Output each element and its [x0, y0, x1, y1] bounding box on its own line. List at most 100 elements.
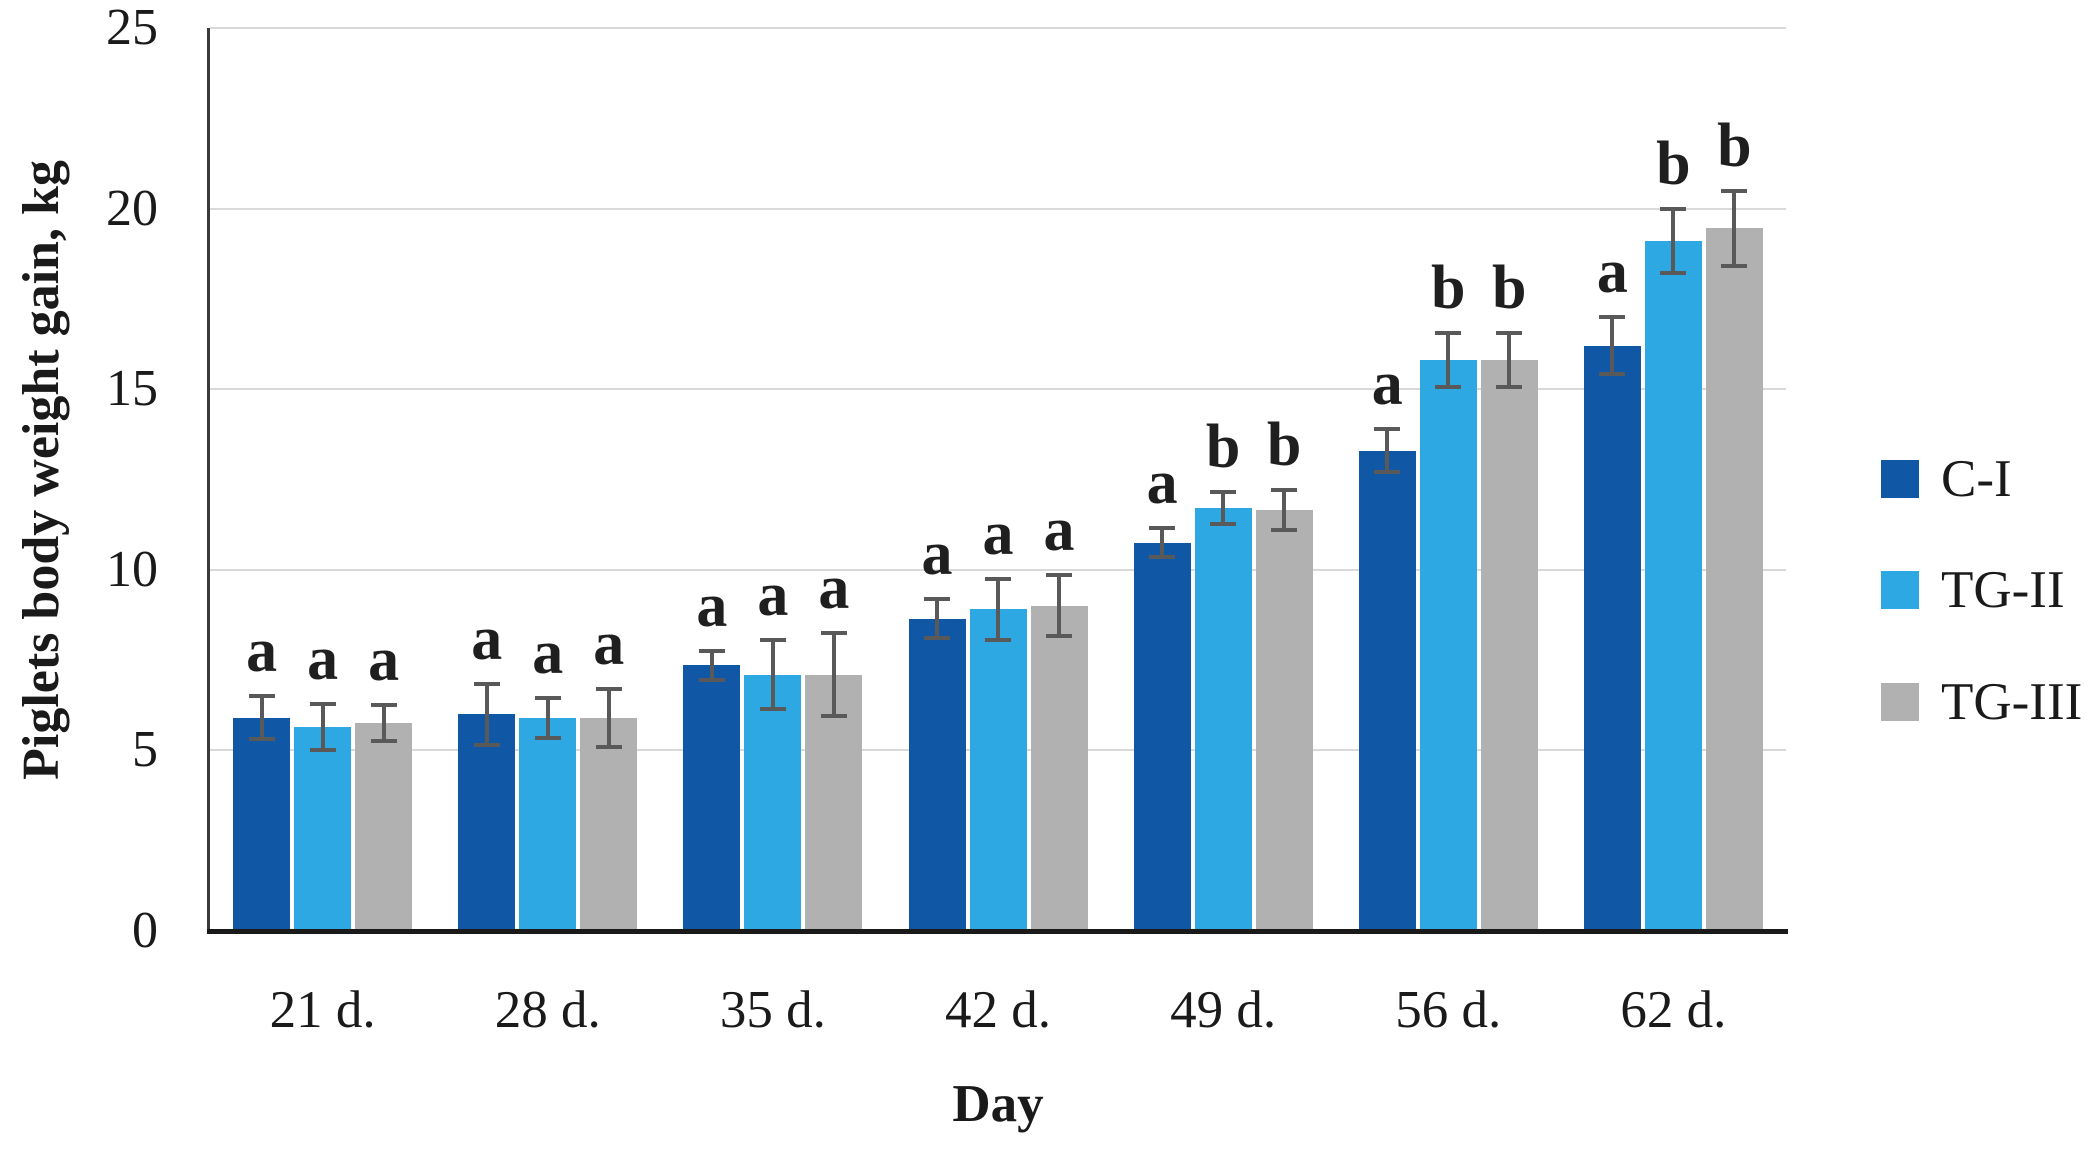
error-bar-cap-bottom: [1721, 264, 1748, 269]
error-bar-cap-bottom: [309, 748, 336, 753]
y-tick-label: 15: [106, 360, 158, 418]
significance-letter: a: [982, 499, 1014, 568]
bar: [458, 714, 516, 931]
error-bar-cap-top: [1149, 526, 1176, 531]
error-bar-cap-top: [473, 681, 500, 686]
bar: [1480, 360, 1538, 931]
error-bar-cap-bottom: [1046, 634, 1072, 639]
significance-letter: b: [1717, 111, 1752, 180]
error-bar-cap-top: [309, 701, 336, 706]
error-bar-stem: [259, 694, 264, 742]
error-bar-stem: [1160, 526, 1165, 559]
error-bar-cap-top: [595, 687, 622, 692]
y-tick-label: 10: [106, 540, 158, 598]
significance-letter: b: [1205, 413, 1241, 482]
error-bar-stem: [1732, 188, 1737, 269]
x-tick-label: 42 d.: [945, 981, 1051, 1039]
error-bar-cap-top: [985, 576, 1011, 581]
error-bar-cap-top: [534, 696, 561, 701]
error-bar-stem: [1385, 427, 1390, 475]
x-tick-label: 21 d.: [269, 981, 376, 1039]
significance-letter: a: [532, 619, 564, 688]
legend-label-tg-iii: TG-III: [1941, 672, 2083, 731]
error-bar-stem: [606, 687, 611, 749]
legend-item-tg-ii: TG-II: [1881, 563, 2065, 616]
significance-letter: a: [307, 624, 339, 693]
bar: [908, 618, 966, 931]
error-bar-cap-top: [1660, 206, 1687, 211]
y-axis-line: [207, 27, 210, 931]
bar: [1255, 510, 1313, 931]
bar: [1583, 345, 1641, 931]
bar: [1705, 228, 1763, 931]
error-bar-cap-bottom: [759, 706, 786, 711]
bar: [1194, 508, 1252, 931]
bar: [1030, 605, 1088, 931]
significance-letter: a: [921, 519, 953, 588]
error-bar-cap-top: [1435, 331, 1462, 336]
error-bar-cap-top: [820, 631, 847, 636]
x-tick-label: 28 d.: [494, 981, 601, 1039]
legend-swatch-2: [1881, 683, 1919, 721]
error-bar-stem: [320, 701, 325, 753]
error-bar-cap-bottom: [595, 744, 622, 749]
error-bar-stem: [996, 576, 1000, 642]
y-tick-label: 20: [106, 179, 158, 237]
error-bar-cap-bottom: [1435, 385, 1462, 390]
error-bar-stem: [1446, 331, 1451, 390]
error-bar-cap-top: [698, 649, 725, 654]
significance-letter: a: [1371, 350, 1403, 419]
y-axis-title: Piglets body weight gain, kg: [13, 160, 70, 780]
bar: [1644, 241, 1702, 931]
significance-letter: b: [1266, 411, 1302, 480]
error-bar-cap-top: [759, 638, 786, 643]
legend-swatch-1: [1881, 571, 1919, 609]
significance-letter: a: [818, 554, 850, 623]
bar: [1133, 542, 1191, 931]
error-bar-cap-bottom: [820, 713, 847, 718]
legend-label-c-i: C-I: [1941, 449, 2012, 508]
error-bar-stem: [1671, 206, 1676, 276]
legend-label-tg-ii: TG-II: [1941, 560, 2065, 619]
significance-letter: b: [1492, 254, 1527, 323]
error-bar-cap-bottom: [1599, 372, 1626, 377]
significance-letter: a: [368, 626, 400, 695]
bar: [580, 717, 638, 931]
significance-letter: a: [696, 572, 728, 641]
error-bar-cap-top: [1046, 573, 1072, 578]
bar: [519, 717, 577, 931]
gridline: [210, 388, 1786, 391]
error-bar-stem: [1610, 315, 1615, 377]
error-bar-cap-bottom: [985, 638, 1011, 642]
error-bar-cap-top: [1271, 488, 1298, 493]
x-tick-label: 35 d.: [719, 981, 826, 1039]
gridline: [210, 207, 1786, 210]
error-bar-cap-bottom: [1149, 554, 1176, 559]
error-bar-cap-bottom: [924, 636, 950, 641]
significance-letter: a: [471, 604, 503, 673]
error-bar-cap-bottom: [473, 742, 500, 747]
bar: [355, 723, 413, 931]
error-bar-cap-top: [1496, 331, 1523, 336]
error-bar-stem: [1057, 573, 1061, 639]
error-bar-stem: [770, 638, 775, 711]
y-tick-label: 0: [132, 902, 158, 959]
significance-letter: a: [1043, 496, 1075, 565]
error-bar-stem: [1221, 490, 1226, 527]
bar: [683, 665, 741, 931]
y-tick-label: 25: [106, 0, 158, 56]
error-bar-stem: [381, 703, 386, 744]
significance-letter: b: [1656, 129, 1691, 198]
legend-swatch-0: [1881, 460, 1919, 498]
legend-item-tg-iii: TG-III: [1881, 675, 2082, 728]
bar: [294, 726, 352, 931]
error-bar-cap-bottom: [248, 737, 275, 742]
error-bar-cap-top: [1374, 427, 1401, 432]
significance-letter: a: [246, 617, 278, 686]
error-bar-cap-top: [248, 694, 275, 699]
error-bar-cap-bottom: [534, 735, 561, 740]
error-bar-cap-bottom: [1374, 470, 1401, 475]
x-axis-line: [207, 929, 1788, 934]
error-bar-stem: [1507, 331, 1512, 390]
